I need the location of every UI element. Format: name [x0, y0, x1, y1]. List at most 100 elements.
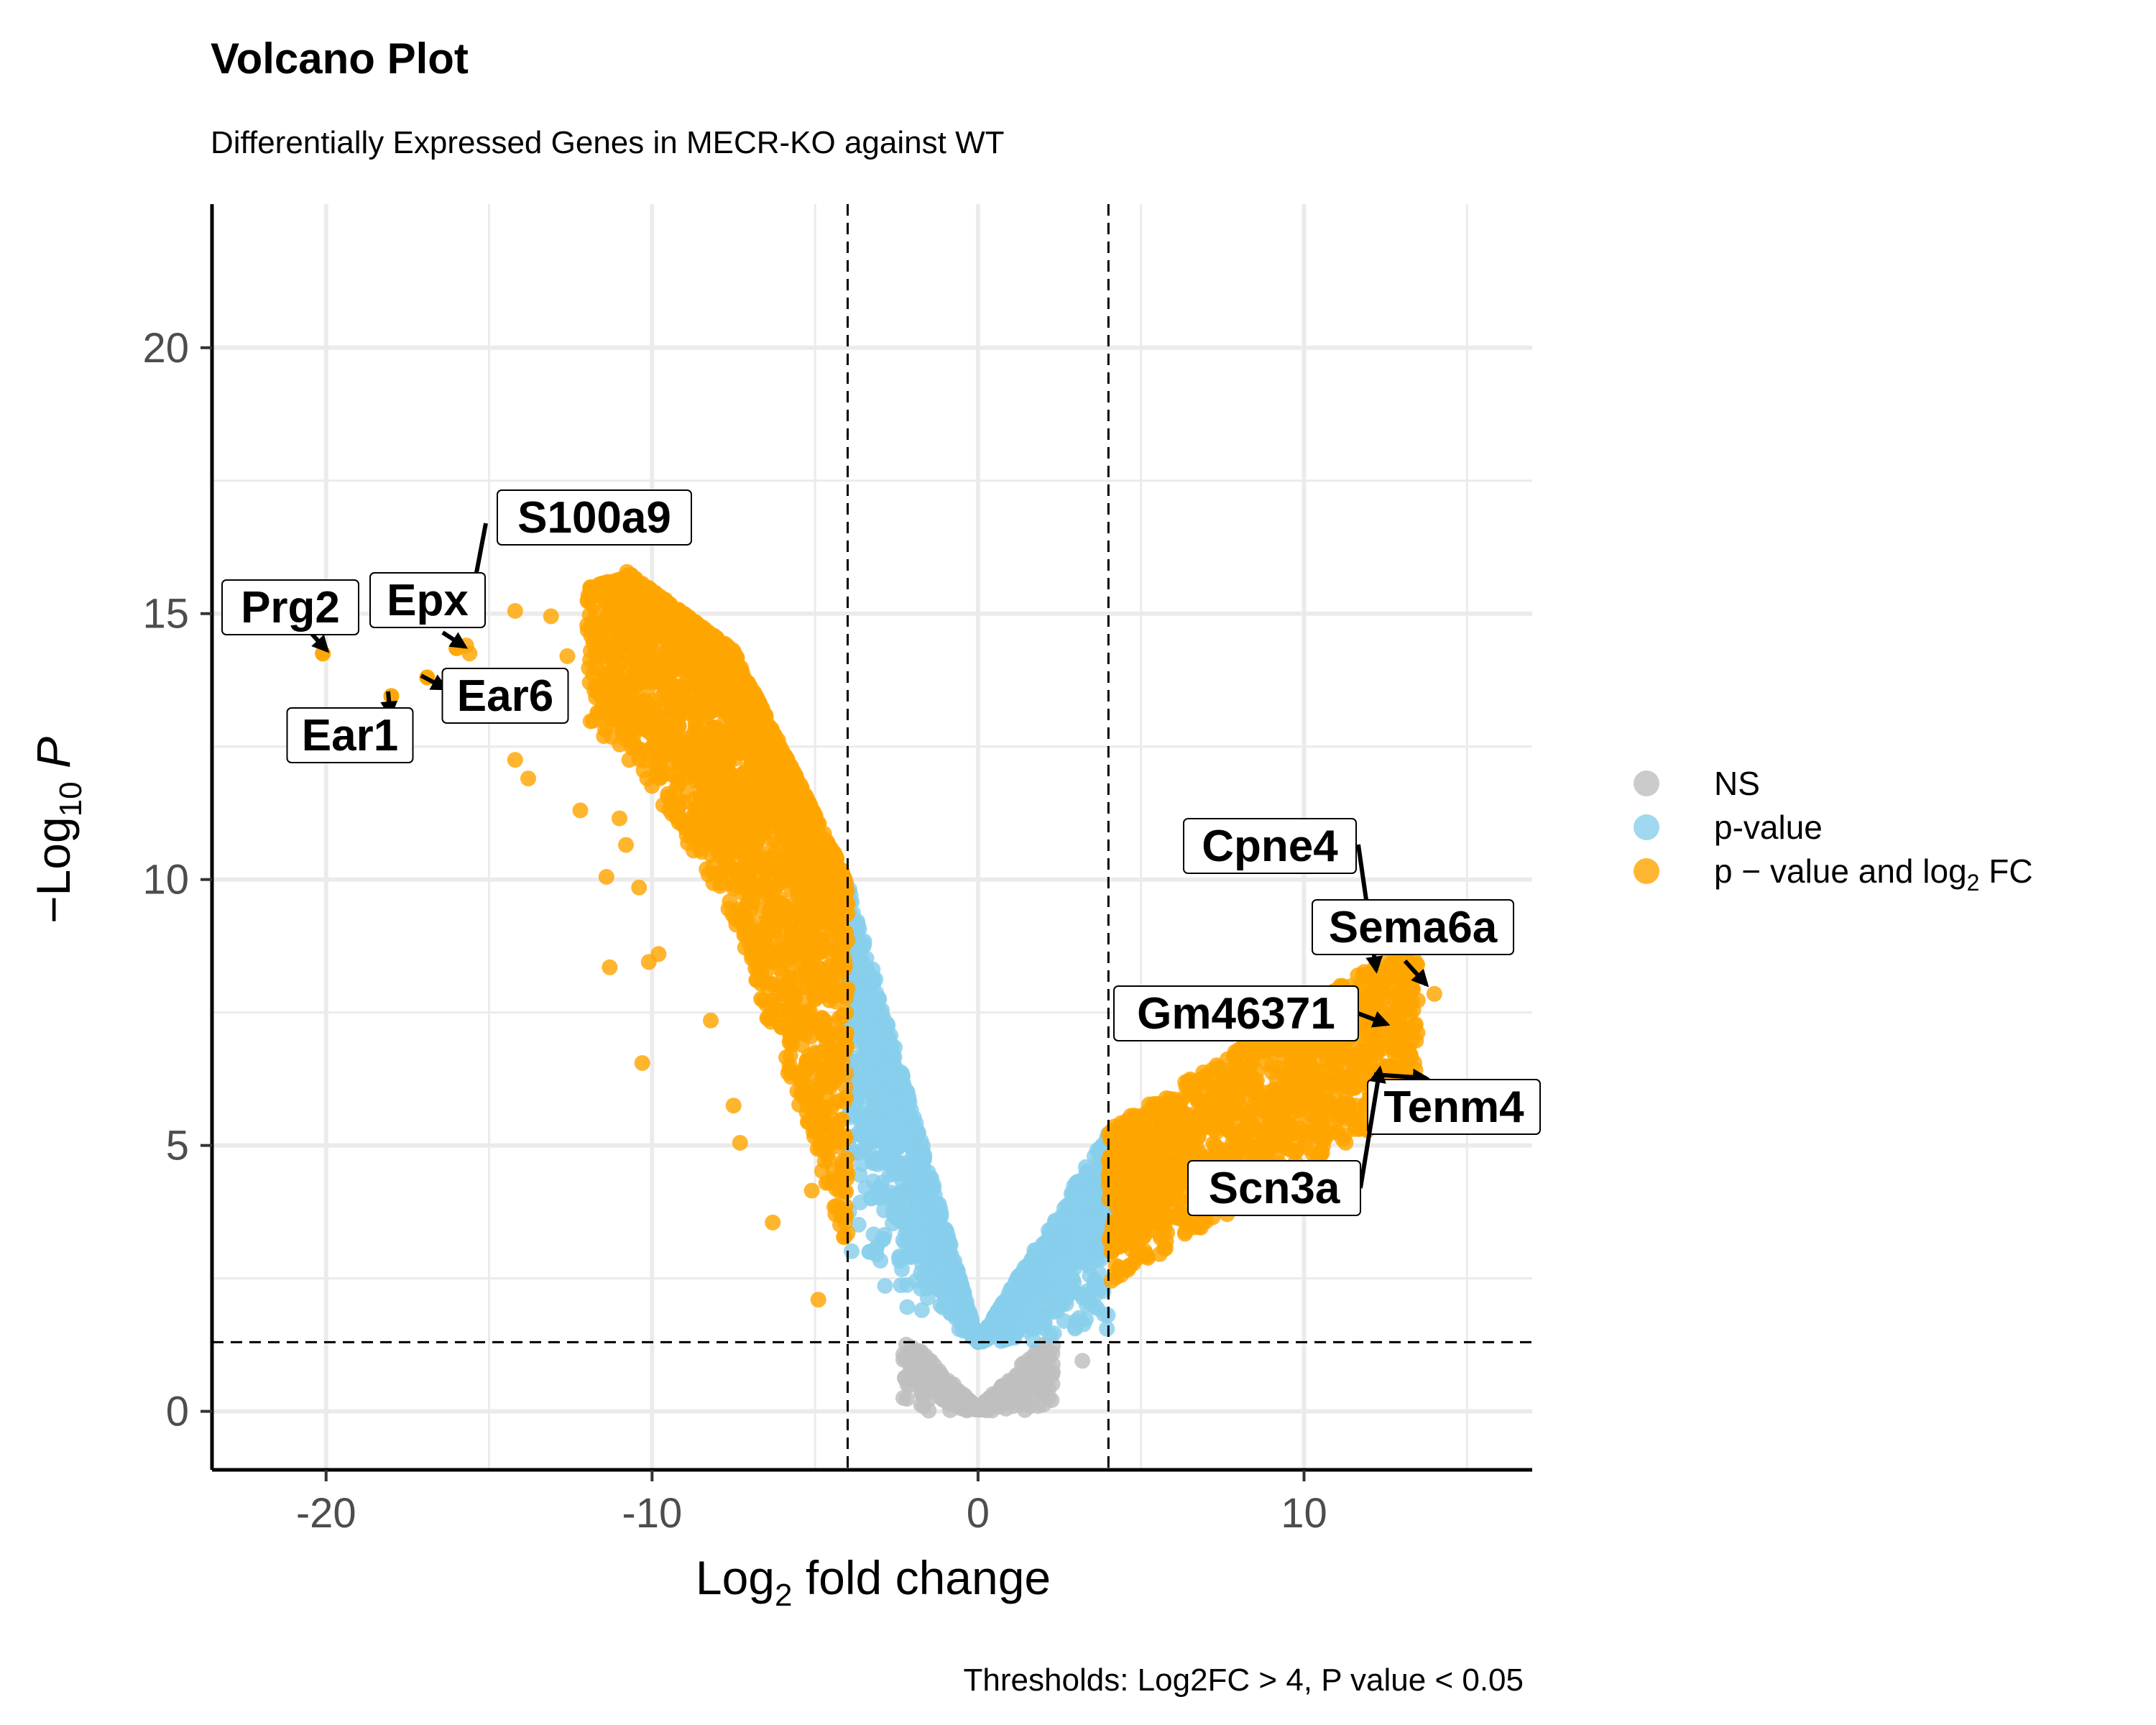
- p-and-fc-point: [591, 576, 607, 593]
- p-and-fc-point: [728, 782, 745, 799]
- p-and-fc-point: [625, 605, 641, 622]
- p-and-fc-point: [704, 627, 720, 644]
- p-and-fc-point: [699, 861, 715, 878]
- p-value-point: [862, 1110, 878, 1127]
- p-and-fc-point: [732, 674, 748, 691]
- p-and-fc-point: [686, 842, 701, 859]
- p-value-point: [858, 950, 875, 967]
- p-and-fc-point: [724, 838, 741, 855]
- ns-point: [1021, 1398, 1038, 1414]
- p-and-fc-point: [826, 1094, 843, 1110]
- ns-point: [907, 1372, 923, 1389]
- p-and-fc-point: [671, 794, 687, 809]
- p-value-point: [936, 1277, 953, 1294]
- p-and-fc-point: [745, 814, 760, 830]
- p-value-point: [1010, 1277, 1026, 1293]
- p-and-fc-point: [779, 784, 795, 801]
- p-and-fc-point: [775, 965, 791, 982]
- p-value-point: [911, 1159, 927, 1176]
- p-and-fc-point: [607, 661, 623, 677]
- p-value-point: [862, 1014, 878, 1030]
- p-value-point: [1087, 1195, 1103, 1211]
- p-and-fc-point: [827, 1016, 844, 1032]
- p-value-point: [902, 1248, 918, 1264]
- p-value-point: [899, 1299, 916, 1315]
- p-and-fc-point: [752, 771, 769, 788]
- p-and-fc-point: [609, 572, 625, 589]
- p-and-fc-point: [837, 1127, 853, 1144]
- p-and-fc-point: [785, 901, 801, 917]
- p-and-fc-point: [606, 592, 622, 609]
- ns-point: [895, 1390, 911, 1406]
- p-value-point: [905, 1135, 921, 1151]
- p-value-point: [931, 1251, 947, 1267]
- p-value-point: [929, 1195, 945, 1211]
- p-and-fc-point: [816, 1118, 831, 1134]
- p-and-fc-point: [676, 739, 691, 755]
- p-value-point: [1082, 1267, 1098, 1284]
- p-value-point: [952, 1276, 969, 1293]
- p-and-fc-point: [755, 704, 770, 720]
- p-value-point: [875, 1230, 892, 1247]
- p-and-fc-point: [648, 645, 664, 662]
- p-value-point: [877, 1278, 893, 1294]
- p-value-point: [1018, 1302, 1035, 1319]
- p-and-fc-point: [699, 808, 716, 824]
- p-and-fc-point: [811, 893, 827, 909]
- p-and-fc-point: [678, 666, 694, 682]
- chart-title: Volcano Plot: [211, 34, 469, 83]
- p-value-point: [953, 1294, 969, 1311]
- p-value-point: [866, 1033, 883, 1049]
- p-and-fc-point: [812, 1014, 829, 1031]
- p-and-fc-point: [707, 720, 724, 737]
- ns-point: [950, 1390, 967, 1407]
- p-and-fc-point: [627, 648, 644, 664]
- ns-point: [895, 1351, 911, 1368]
- p-value-point: [935, 1300, 952, 1316]
- p-value-point: [874, 1174, 890, 1191]
- p-value-point: [857, 1129, 873, 1146]
- p-and-fc-point: [582, 652, 599, 668]
- p-value-point: [890, 1155, 907, 1172]
- p-and-fc-point: [650, 753, 667, 769]
- p-value-point: [844, 1243, 860, 1259]
- p-and-fc-point: [774, 934, 791, 951]
- p-and-fc-point: [690, 723, 706, 740]
- p-value-point: [1077, 1173, 1094, 1190]
- p-and-fc-point: [783, 1030, 799, 1046]
- p-and-fc-point: [745, 740, 762, 757]
- p-and-fc-point: [810, 984, 826, 1000]
- p-and-fc-point: [814, 865, 831, 881]
- p-and-fc-point: [730, 822, 747, 838]
- p-and-fc-point: [609, 632, 626, 649]
- p-and-fc-point: [828, 993, 844, 1010]
- p-and-fc-point: [653, 708, 670, 724]
- p-and-fc-point: [725, 877, 742, 893]
- p-value-point: [1089, 1300, 1105, 1317]
- p-and-fc-point: [737, 796, 754, 813]
- p-value-point: [852, 1167, 868, 1183]
- p-value-point: [1041, 1302, 1058, 1318]
- p-and-fc-point: [712, 819, 729, 835]
- p-value-point: [880, 1048, 896, 1064]
- p-value-point: [893, 1277, 909, 1294]
- p-and-fc-point: [750, 726, 767, 742]
- p-value-point: [1089, 1248, 1105, 1264]
- p-value-point: [1008, 1313, 1025, 1330]
- p-and-fc-point: [801, 1003, 818, 1019]
- p-value-point: [1061, 1242, 1078, 1258]
- p-value-point: [1075, 1220, 1092, 1236]
- p-and-fc-point: [756, 957, 773, 973]
- p-value-point: [870, 998, 886, 1015]
- p-and-fc-point: [780, 1064, 796, 1081]
- p-value-point: [1045, 1252, 1061, 1268]
- p-value-point: [1037, 1275, 1054, 1292]
- chart-subtitle: Differentially Expressed Genes in MECR-K…: [211, 125, 1004, 160]
- p-and-fc-point: [837, 1229, 853, 1246]
- p-and-fc-point: [745, 754, 762, 770]
- chart-caption: Thresholds: Log2FC > 4, P value < 0.05: [964, 1662, 1524, 1698]
- p-and-fc-point: [641, 720, 658, 737]
- p-value-point: [880, 1031, 897, 1048]
- p-value-point: [1065, 1184, 1081, 1201]
